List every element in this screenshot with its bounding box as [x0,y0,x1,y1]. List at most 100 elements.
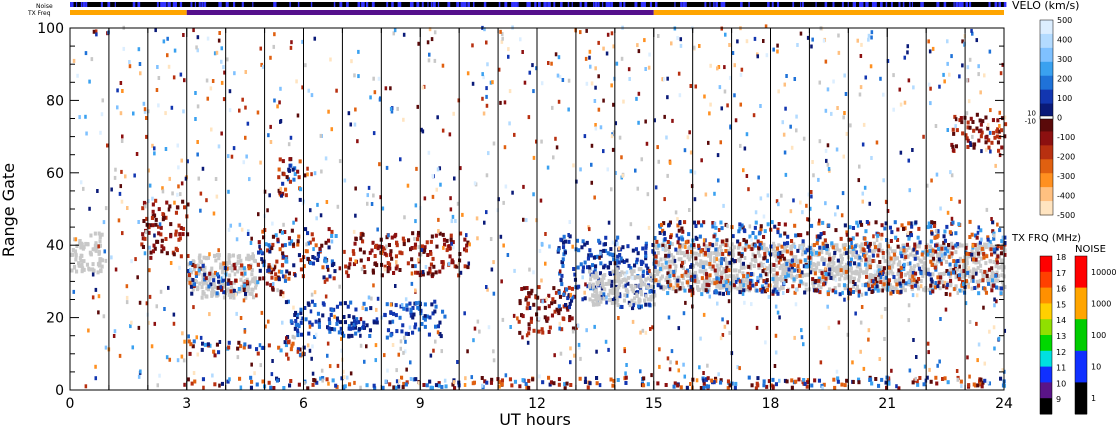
echo-cell [911,285,914,289]
echo-cell [558,327,561,331]
echo-cell [435,270,438,274]
echo-cell [92,269,95,273]
echo-cell [240,316,243,320]
echo-cell [648,290,651,294]
echo-cell [411,231,414,235]
echo-cell [975,247,978,251]
echo-cell [863,254,866,258]
echo-cell [607,266,610,270]
echo-cell [221,46,224,50]
echo-cell [851,245,854,249]
echo-cell [208,252,211,256]
echo-cell [734,63,737,67]
echo-cell [374,245,377,249]
echo-cell [196,140,199,144]
echo-cell [528,327,531,331]
echo-cell [767,193,770,197]
echo-cell [849,250,852,254]
echo-cell [530,289,533,293]
echo-cell [490,237,493,241]
echo-cell [949,293,952,297]
echo-cell [901,223,904,227]
echo-cell [632,303,635,307]
echo-cell [763,252,766,256]
echo-cell [287,340,290,344]
echo-cell [954,250,957,254]
echo-cell [951,217,954,221]
echo-cell [532,270,535,274]
echo-cell [767,222,770,226]
echo-cell [968,375,971,379]
echo-cell [431,37,434,41]
echo-cell [123,47,126,51]
noise-spike [538,2,540,7]
noise-spike [462,2,464,7]
echo-cell [678,257,681,261]
echo-cell [175,211,178,215]
echo-cell [183,340,186,344]
echo-cell [729,76,732,80]
echo-cell [169,177,172,181]
echo-cell [259,343,262,347]
echo-cell [450,207,453,211]
echo-cell [929,101,932,105]
echo-cell [332,262,335,266]
echo-cell [630,284,633,288]
echo-cell [963,291,966,295]
echo-cell [353,230,356,234]
echo-cell [289,180,292,184]
echo-cell [547,61,550,65]
echo-cell [295,79,298,83]
echo-cell [318,318,321,322]
echo-cell [697,221,700,225]
echo-cell [357,74,360,78]
echo-cell [970,29,973,33]
echo-cell [679,93,682,97]
echo-cell [513,314,516,318]
echo-cell [202,167,205,171]
echo-cell [402,118,405,122]
echo-cell [502,244,505,248]
echo-cell [591,263,594,267]
echo-cell [929,284,932,288]
echo-cell [305,242,308,246]
echo-cell [680,44,683,48]
echo-cell [639,284,642,288]
echo-cell [216,195,219,199]
echo-cell [236,347,239,351]
echo-cell [145,135,148,139]
echo-cell [791,386,794,390]
echo-cell [366,383,369,387]
echo-cell [740,103,743,107]
echo-cell [207,37,210,41]
echo-cell [940,247,943,251]
echo-cell [290,319,293,323]
echo-cell [595,271,598,275]
echo-cell [240,272,243,276]
echo-cell [954,124,957,128]
echo-cell [359,334,362,338]
echo-cell [975,322,978,326]
echo-cell [409,360,412,364]
echo-cell [876,238,879,242]
echo-cell [250,288,253,292]
echo-cell [915,377,918,381]
echo-cell [247,122,250,126]
echo-cell [821,256,824,260]
echo-cell [620,257,623,261]
echo-cell [562,245,565,249]
echo-cell [725,275,728,279]
echo-cell [212,79,215,83]
echo-cell [729,274,732,278]
echo-cell [923,382,926,386]
echo-cell [269,56,272,60]
echo-cell [315,333,318,337]
echo-cell [156,88,159,92]
echo-cell [655,260,658,264]
echo-cell [947,272,950,276]
echo-cell [88,268,91,272]
echo-cell [441,349,444,353]
echo-cell [538,374,541,378]
echo-cell [774,364,777,368]
echo-cell [577,266,580,270]
